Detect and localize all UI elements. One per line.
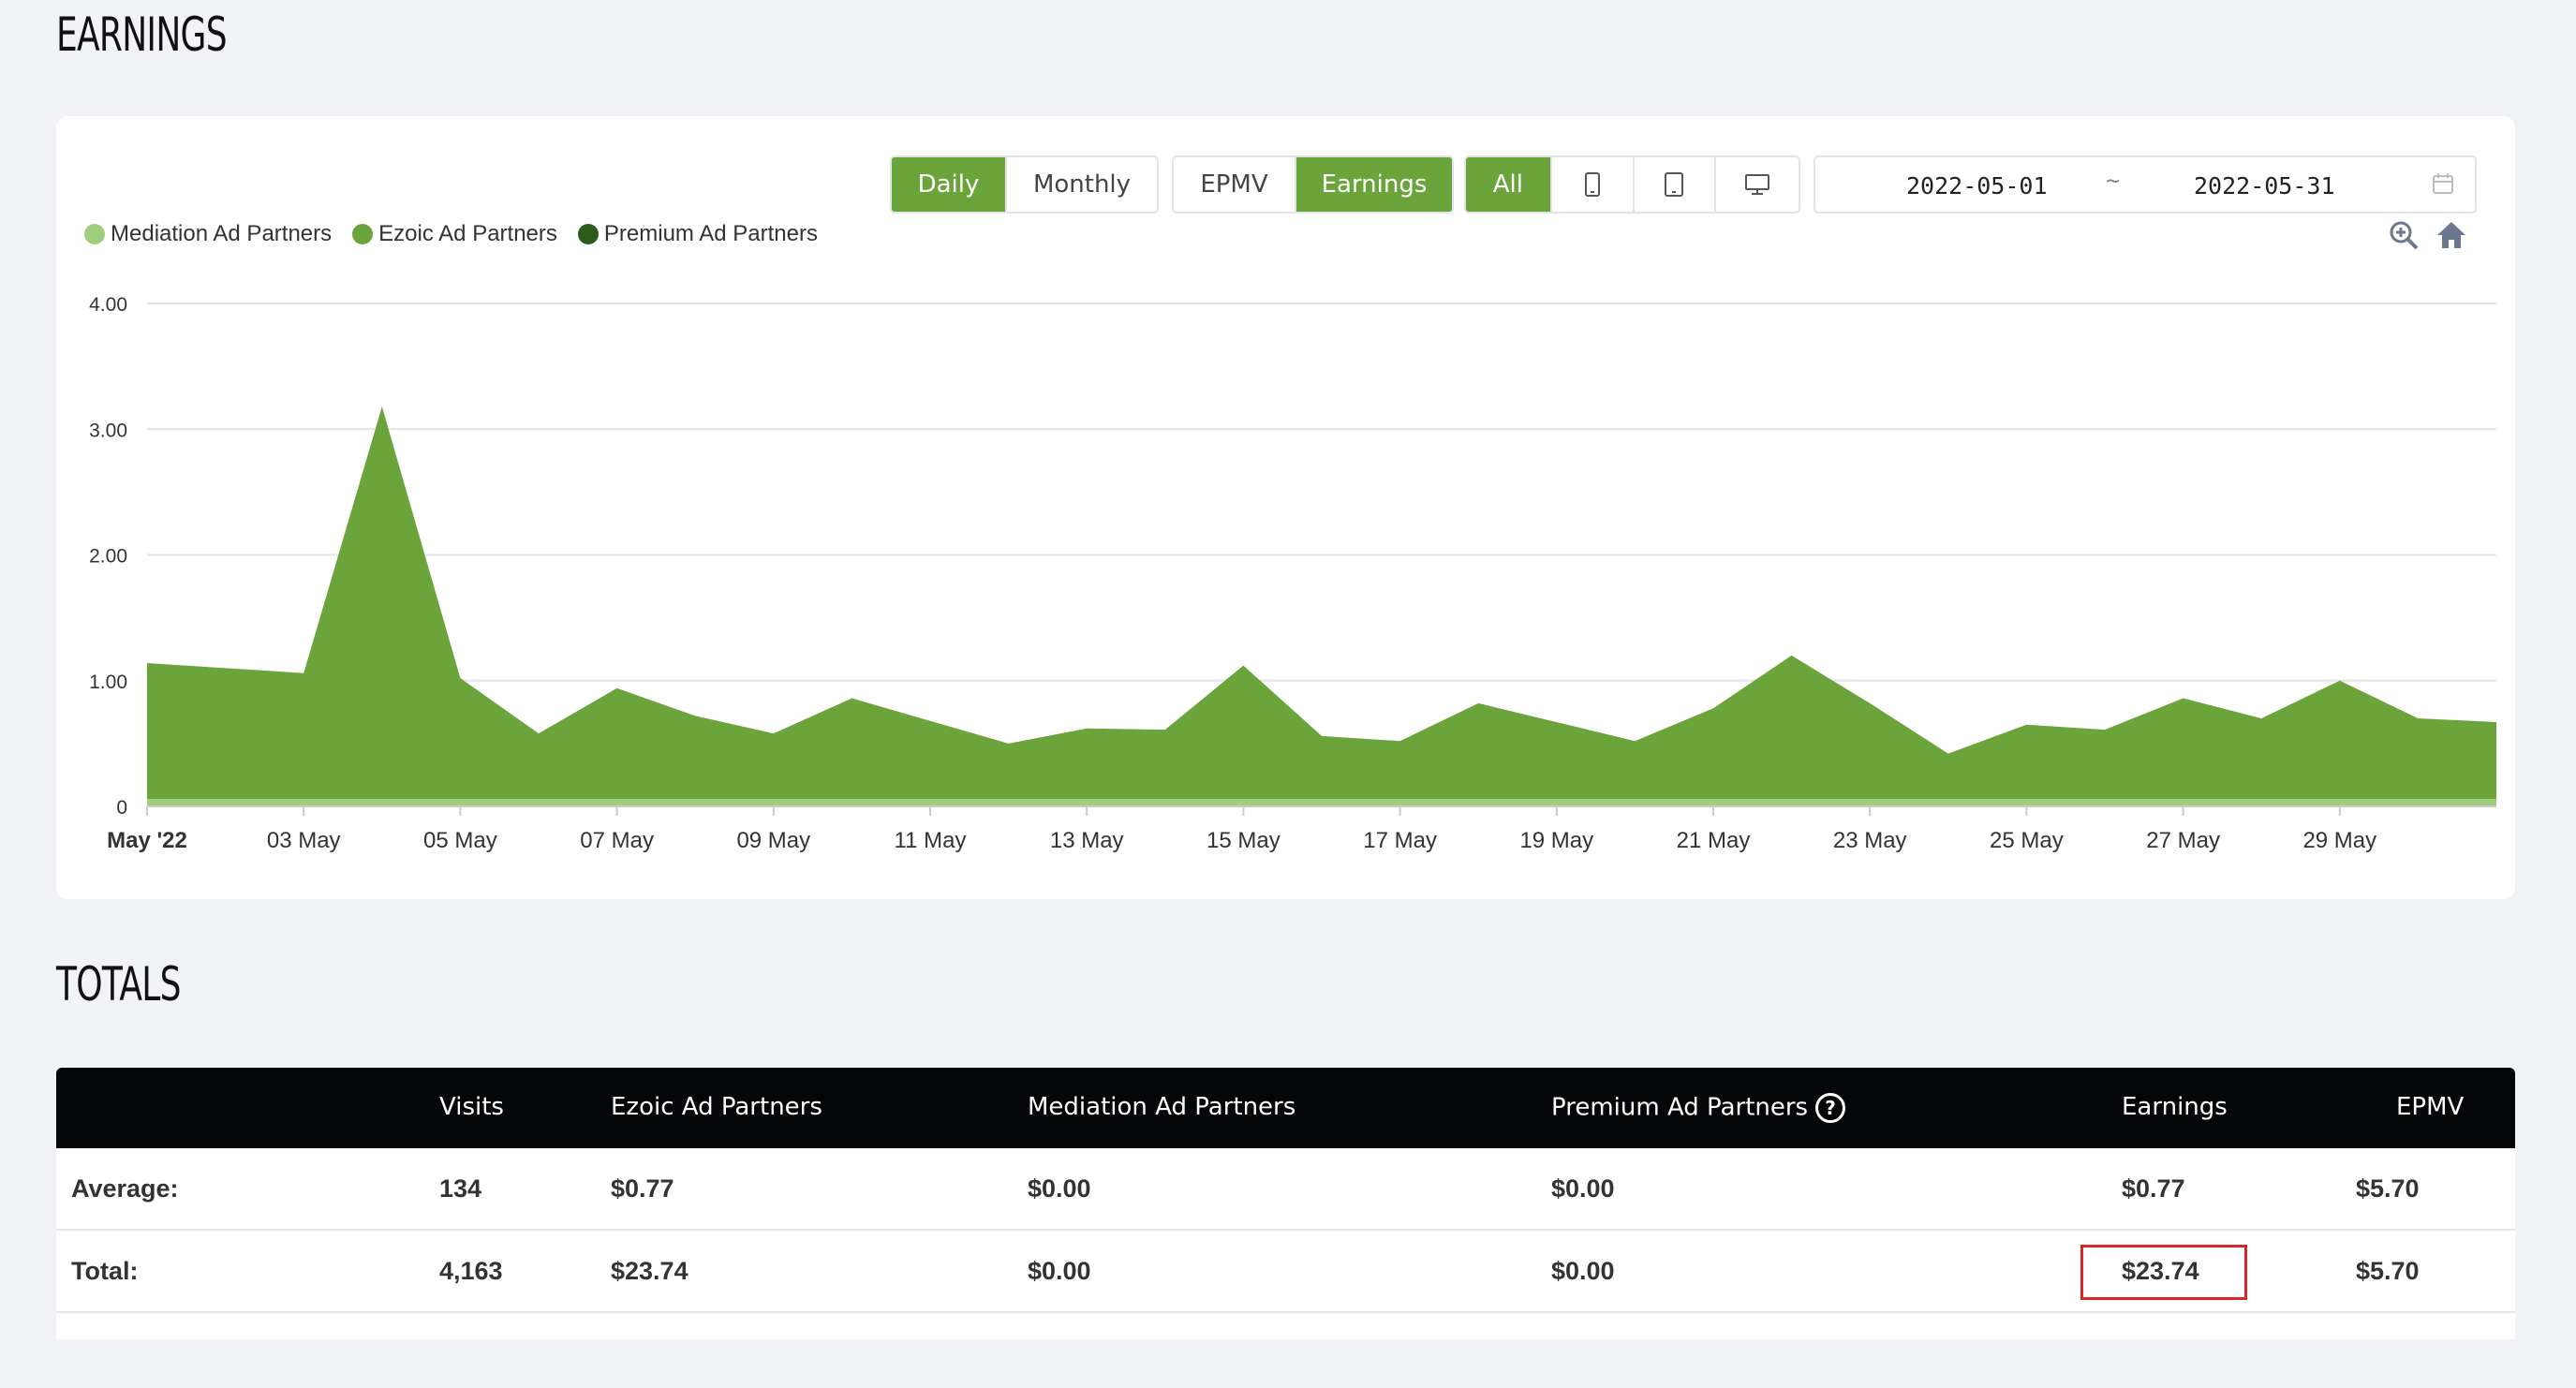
period-toggle: Daily Monthly [890,155,1159,214]
device-toggle: All [1464,155,1800,214]
legend-label: Mediation Ad Partners [111,221,333,246]
x-tick-label: 13 May [1050,828,1124,853]
tablet-icon [1665,172,1684,197]
highlight-box [2080,1245,2247,1300]
legend-item-ezoic[interactable]: Ezoic Ad Partners [352,221,557,247]
row-label: Average: [71,1174,179,1203]
cell-mediation: $0.00 [1028,1174,1091,1203]
cell-mediation: $0.00 [1028,1257,1091,1285]
legend-label: Ezoic Ad Partners [378,221,557,246]
premium-area [147,406,2496,754]
cell-premium: $0.00 [1551,1257,1615,1285]
metric-toggle: EPMV Earnings [1172,155,1454,214]
y-tick-label: 0 [116,797,127,819]
x-tick-label: May '22 [107,828,187,853]
zoom-icon[interactable] [2388,219,2420,251]
earnings-chart: 0 1.00 2.00 3.00 4.00 May '22 03 May 05 May 07 M… [89,294,2496,853]
legend-item-premium[interactable]: Premium Ad Partners [577,221,818,247]
monthly-button[interactable]: Monthly [1032,170,1132,199]
x-tick-label: 05 May [423,828,497,853]
table-row: Total: 4,163 $23.74 $0.00 $0.00 $23.74 $… [56,1231,2515,1313]
legend-item-mediation[interactable]: Mediation Ad Partners [84,221,332,247]
x-tick-label: 21 May [1677,828,1751,853]
x-tick-label: 15 May [1207,828,1281,853]
desktop-button[interactable] [1716,157,1799,212]
cell-visits: 134 [439,1174,482,1203]
x-tick-label: 17 May [1363,828,1437,853]
epmv-button[interactable]: EPMV [1174,157,1296,212]
y-tick-label: 2.00 [89,546,127,568]
x-tick-label: 03 May [267,828,341,853]
earnings-title: EARNINGS [56,7,228,62]
mediation-area [147,798,2496,806]
cell-earnings: $0.77 [2122,1174,2185,1203]
y-tick-label: 4.00 [89,294,127,316]
legend-label: Premium Ad Partners [603,221,818,246]
legend-dot [577,224,599,244]
x-tick-label: 25 May [1990,828,2064,853]
chart-legend: Mediation Ad Partners Ezoic Ad Partners … [84,221,818,247]
row-label: Total: [71,1257,139,1285]
ezoic-area [147,406,2496,799]
legend-dot [352,224,374,244]
date-end[interactable]: 2022-05-31 [2194,172,2335,199]
all-devices-button[interactable]: All [1466,157,1552,212]
earnings-button[interactable]: Earnings [1296,157,1452,212]
x-tick-label: 07 May [580,828,654,853]
mobile-phone-icon [1584,172,1600,197]
x-tick-label: 29 May [2302,828,2376,853]
calendar-icon[interactable] [2432,172,2454,195]
home-icon[interactable] [2435,219,2468,251]
cell-premium: $0.00 [1551,1174,1615,1203]
header-epmv: EPMV [2396,1093,2465,1121]
daily-button[interactable]: Daily [892,157,1007,212]
earnings-chart-panel: Daily Monthly EPMV Earnings All 2022-05-… [56,116,2515,899]
date-start[interactable]: 2022-05-01 [1906,172,2048,199]
desktop-icon [1745,174,1770,195]
cell-earnings: $23.74 [2122,1257,2199,1285]
legend-dot [84,224,105,244]
header-visits: Visits [439,1093,504,1121]
header-earnings: Earnings [2122,1093,2228,1121]
cell-epmv: $5.70 [2356,1174,2420,1203]
totals-table: Visits Ezoic Ad Partners Mediation Ad Pa… [56,1068,2515,1339]
x-tick-label: 27 May [2146,828,2220,853]
cell-visits: 4,163 [439,1257,503,1285]
cell-ezoic: $23.74 [611,1257,688,1285]
header-mediation: Mediation Ad Partners [1028,1093,1296,1121]
header-premium-label: Premium Ad Partners [1551,1093,1809,1122]
mobile-button[interactable] [1552,157,1635,212]
table-row: Average: 134 $0.77 $0.00 $0.00 $0.77 $5.… [56,1148,2515,1231]
cell-ezoic: $0.77 [611,1174,674,1203]
header-ezoic: Ezoic Ad Partners [611,1093,822,1121]
table-header: Visits Ezoic Ad Partners Mediation Ad Pa… [56,1068,2515,1148]
cell-epmv: $5.70 [2356,1257,2420,1285]
y-tick-label: 3.00 [89,420,127,441]
date-separator: ~ [2106,167,2121,194]
x-tick-label: 11 May [895,828,967,853]
tablet-button[interactable] [1635,157,1717,212]
y-tick-label: 1.00 [89,672,127,693]
help-icon[interactable]: ? [1815,1093,1846,1123]
x-tick-label: 09 May [736,828,810,853]
date-range-picker[interactable]: 2022-05-01 ~ 2022-05-31 [1814,155,2477,214]
totals-title: TOTALS [56,957,181,1011]
x-tick-label: 23 May [1833,828,1907,853]
header-premium: Premium Ad Partners? [1551,1093,1846,1123]
x-tick-label: 19 May [1519,828,1593,853]
